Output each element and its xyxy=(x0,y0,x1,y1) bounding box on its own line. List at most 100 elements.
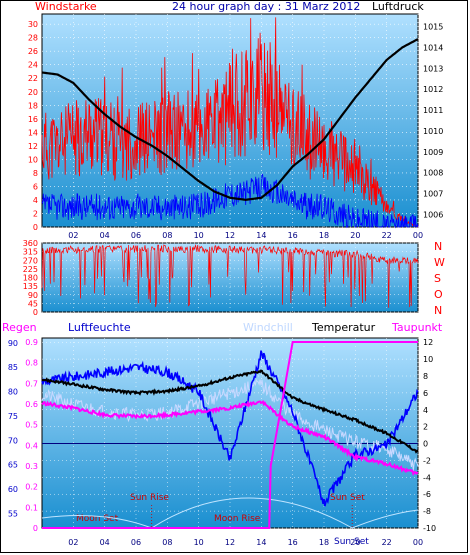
rain-y-tick-label: 0.8 xyxy=(25,359,38,368)
pressure-y-tick-label: 1013 xyxy=(423,64,443,73)
direction-y-tick-label: 360 xyxy=(23,239,38,248)
annotation-sun-set-2: Sun Set xyxy=(334,537,369,547)
wind-y-tick-label: 18 xyxy=(28,101,38,110)
wind-y-tick-label: 20 xyxy=(28,88,38,97)
temp-x-tick-label: 04 xyxy=(100,538,110,547)
temp-x-tick-label: 18 xyxy=(319,538,329,547)
wind-y-tick-label: 8 xyxy=(33,169,38,178)
direction-y-tick-label: 180 xyxy=(23,274,38,283)
wind-x-tick-label: 20 xyxy=(350,231,360,240)
rain-y-tick-label: 0.1 xyxy=(25,503,38,512)
wind-y-tick-label: 4 xyxy=(33,196,38,205)
wind-y-tick-label: 2 xyxy=(33,209,38,218)
temp-x-tick-label: 08 xyxy=(162,538,172,547)
legend-taupunkt: Taupunkt xyxy=(391,321,443,334)
annotation-moon-rise: Moon Rise xyxy=(214,514,261,524)
wind-y-tick-label: 30 xyxy=(28,20,38,29)
direction-compass-label: N xyxy=(434,240,442,253)
humidity-y-tick-label: 60 xyxy=(8,485,18,494)
wind-y-tick-label: 6 xyxy=(33,182,38,191)
pressure-y-tick-label: 1009 xyxy=(423,148,443,157)
pressure-y-tick-label: 1015 xyxy=(423,23,443,32)
pressure-y-tick-label: 1006 xyxy=(423,210,443,219)
wind-x-tick-label: 18 xyxy=(319,231,329,240)
pressure-series xyxy=(41,38,419,202)
chart-title: 24 hour graph day : 31 Marz 2012 xyxy=(172,0,360,13)
temp-y-tick-label: -2 xyxy=(423,456,431,465)
rain-y-tick-label: 0.3 xyxy=(25,462,38,471)
temp-y-tick-label: -4 xyxy=(423,473,431,482)
humidity-series xyxy=(41,350,419,507)
direction-compass-label: S xyxy=(434,272,441,285)
temp-x-tick-label: 22 xyxy=(382,538,392,547)
wind-x-tick-label: 14 xyxy=(256,231,266,240)
wind-x-tick-label: 08 xyxy=(162,231,172,240)
temp-x-tick-label: 02 xyxy=(68,538,78,547)
temp-y-tick-label: -10 xyxy=(423,524,436,533)
wind-x-tick-label: 10 xyxy=(194,231,204,240)
humidity-y-tick-label: 75 xyxy=(8,412,18,421)
pressure-y-tick-label: 1008 xyxy=(423,169,443,178)
humidity-y-tick-label: 90 xyxy=(8,339,18,348)
temp-y-tick-label: 12 xyxy=(423,338,433,347)
wind-x-tick-label: 04 xyxy=(100,231,110,240)
temp-y-tick-label: 8 xyxy=(423,372,428,381)
direction-compass-label: O xyxy=(434,288,443,301)
legend-luftfeuchte: Luftfeuchte xyxy=(68,321,131,334)
pressure-y-tick-label: 1011 xyxy=(423,106,443,115)
wind-x-tick-label: 22 xyxy=(382,231,392,240)
header-right-label: Luftdruck xyxy=(372,0,424,13)
dewpoint-series xyxy=(41,399,419,476)
rain-y-tick-label: 0.6 xyxy=(25,400,38,409)
annotation-sun-rise: Sun Rise xyxy=(130,493,169,503)
direction-y-tick-label: 225 xyxy=(23,265,38,274)
legend-regen: Regen xyxy=(2,321,37,334)
wind-y-tick-label: 28 xyxy=(28,34,38,43)
rain-y-tick-label: 0 xyxy=(33,524,38,533)
humidity-y-tick-label: 55 xyxy=(8,509,18,518)
rain-y-tick-label: 0.2 xyxy=(25,483,38,492)
temp-x-tick-label: 20 xyxy=(350,538,360,547)
rain-y-tick-label: 0.7 xyxy=(25,379,38,388)
moon-arc-evening xyxy=(352,509,419,529)
direction-y-tick-label: 90 xyxy=(28,291,38,300)
wind-x-tick-label: 12 xyxy=(225,231,235,240)
temp-y-tick-label: -6 xyxy=(423,490,431,499)
temp-x-tick-label: 12 xyxy=(225,538,235,547)
direction-compass-label: W xyxy=(434,256,445,269)
humidity-y-tick-label: 70 xyxy=(8,436,18,445)
direction-compass-label: N xyxy=(434,304,442,317)
legend-windchill: Windchill xyxy=(243,321,293,334)
rain-y-tick-label: 0.9 xyxy=(25,338,38,347)
wind-y-tick-label: 22 xyxy=(28,74,38,83)
wind-direction-series xyxy=(41,243,419,308)
temperature-series xyxy=(41,369,419,454)
humidity-y-tick-label: 80 xyxy=(8,388,18,397)
temp-x-tick-label: 10 xyxy=(194,538,204,547)
direction-y-tick-label: 315 xyxy=(23,248,38,257)
wind-y-tick-label: 14 xyxy=(28,128,38,137)
direction-y-tick-label: 45 xyxy=(28,299,38,308)
wind-x-tick-label: 06 xyxy=(131,231,141,240)
rain-y-tick-label: 0.5 xyxy=(25,421,38,430)
temp-y-tick-label: 10 xyxy=(423,355,433,364)
temp-y-tick-label: 6 xyxy=(423,389,428,398)
pressure-y-tick-label: 1014 xyxy=(423,43,443,52)
rain-y-tick-label: 0.4 xyxy=(25,441,38,450)
wind-x-tick-label: 00 xyxy=(413,231,423,240)
direction-y-tick-label: 135 xyxy=(23,282,38,291)
temp-x-tick-label: 16 xyxy=(288,538,298,547)
pressure-y-tick-label: 1007 xyxy=(423,190,443,199)
wind-y-tick-label: 12 xyxy=(28,142,38,151)
wind-y-tick-label: 26 xyxy=(28,47,38,56)
legend-temperatur: Temperatur xyxy=(311,321,376,334)
annotation-moon-set: Moon Set xyxy=(76,514,119,524)
pressure-y-tick-label: 1012 xyxy=(423,85,443,94)
temp-x-tick-label: 14 xyxy=(256,538,266,547)
rain-series xyxy=(42,341,418,529)
wind-y-tick-label: 24 xyxy=(28,61,38,70)
direction-y-tick-label: 270 xyxy=(23,256,38,265)
temp-y-tick-label: 2 xyxy=(423,423,428,432)
wind-x-tick-label: 02 xyxy=(68,231,78,240)
